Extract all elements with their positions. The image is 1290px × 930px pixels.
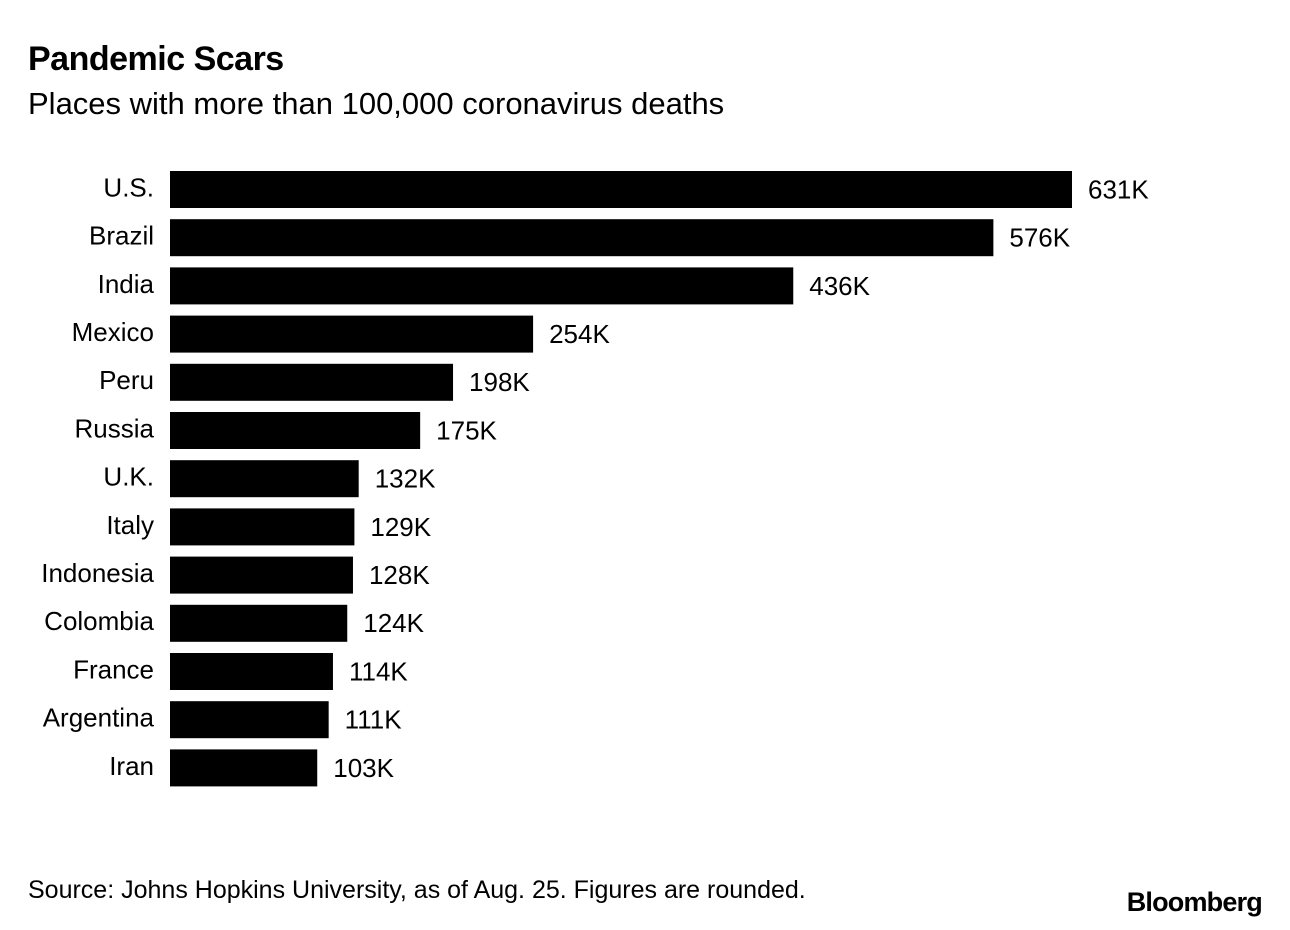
- bar: [170, 171, 1072, 208]
- category-label: Mexico: [72, 317, 154, 347]
- value-label: 132K: [375, 464, 436, 494]
- category-label: U.S.: [103, 172, 154, 202]
- bar-chart: U.S. 631K Brazil 576K India 436K Mexico 254K Per…: [41, 171, 1149, 787]
- chart-title: Pandemic Scars: [28, 40, 284, 78]
- value-label: 114K: [349, 656, 408, 686]
- value-label: 198K: [469, 367, 530, 397]
- bar: [170, 604, 348, 642]
- value-label: 129K: [370, 512, 431, 542]
- bar: [170, 363, 454, 401]
- category-label: Italy: [106, 510, 154, 540]
- value-label: 103K: [333, 753, 394, 783]
- value-label: 436K: [809, 271, 870, 301]
- category-label: Iran: [109, 751, 154, 781]
- category-label: U.K.: [103, 462, 154, 492]
- bar: [170, 556, 353, 594]
- bloomberg-logo: Bloomberg: [1126, 887, 1263, 917]
- bar: [170, 508, 355, 546]
- chart-subtitle: Places with more than 100,000 coronaviru…: [28, 86, 725, 121]
- bar: [170, 749, 318, 787]
- category-label: India: [98, 269, 155, 299]
- value-label: 631K: [1088, 174, 1149, 204]
- value-label: 128K: [369, 560, 430, 590]
- category-label: France: [73, 654, 154, 684]
- bar: [170, 315, 534, 353]
- value-label: 254K: [549, 319, 610, 349]
- category-label: Argentina: [43, 703, 155, 733]
- category-label: Peru: [99, 365, 154, 395]
- bar: [170, 412, 421, 449]
- bar: [170, 701, 329, 739]
- category-label: Brazil: [89, 221, 154, 251]
- value-label: 124K: [363, 608, 424, 638]
- value-label: 111K: [345, 705, 403, 735]
- bar: [170, 460, 359, 498]
- bar: [170, 219, 994, 257]
- value-label: 175K: [436, 415, 497, 445]
- category-label: Russia: [75, 413, 155, 443]
- bar: [170, 267, 794, 305]
- category-label: Indonesia: [41, 558, 154, 588]
- category-label: Colombia: [44, 606, 154, 636]
- value-label: 576K: [1009, 223, 1070, 253]
- source-note: Source: Johns Hopkins University, as of …: [28, 876, 806, 904]
- bar: [170, 653, 333, 690]
